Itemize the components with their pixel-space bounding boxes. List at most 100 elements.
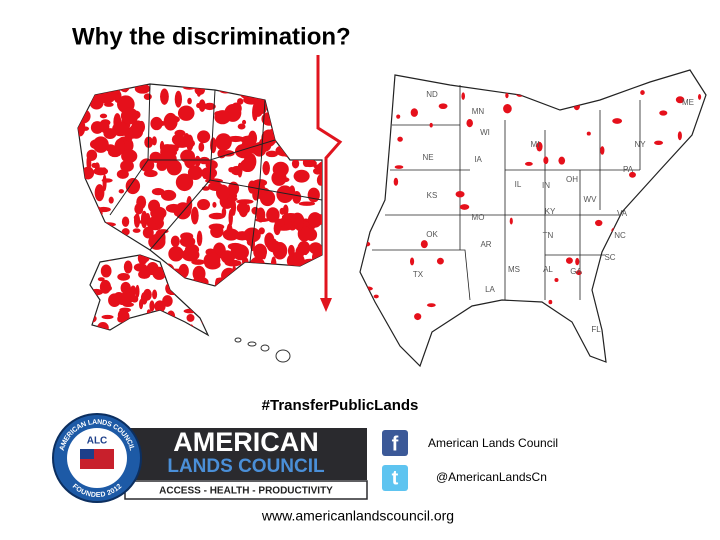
land-patch: [481, 333, 488, 338]
land-patch: [212, 201, 217, 208]
land-patch: [234, 231, 251, 241]
land-patch: [181, 248, 200, 262]
facebook-label[interactable]: American Lands Council: [428, 436, 558, 450]
land-patch: [208, 212, 226, 220]
logo-banner: [125, 428, 367, 480]
land-patch: [165, 282, 177, 295]
land-patch: [274, 218, 285, 228]
land-patch: [138, 299, 144, 310]
land-patch: [640, 90, 645, 96]
land-patch: [206, 319, 208, 330]
land-patch: [265, 150, 279, 158]
land-patch: [166, 310, 176, 323]
state-label: TX: [413, 270, 424, 279]
land-patch: [101, 178, 113, 183]
land-patch: [78, 201, 86, 210]
land-patch: [248, 267, 265, 274]
land-patch: [154, 300, 166, 313]
website[interactable]: www.americanlandscouncil.org: [261, 508, 454, 524]
land-patch: [242, 86, 257, 97]
land-patch: [196, 291, 208, 305]
land-patch: [369, 90, 378, 97]
land-patch: [298, 266, 308, 276]
land-patch: [138, 269, 151, 279]
land-patch: [203, 252, 221, 270]
land-patch: [196, 103, 202, 109]
land-patch: [103, 128, 117, 139]
land-patch: [677, 131, 682, 141]
state-label: NY: [634, 140, 646, 149]
land-patch: [149, 151, 162, 163]
land-patch: [106, 144, 111, 152]
land-patch: [110, 229, 119, 241]
land-patch: [174, 320, 182, 329]
land-patch: [505, 92, 509, 99]
land-patch: [271, 122, 285, 138]
land-patch: [455, 190, 465, 198]
land-patch: [307, 84, 322, 92]
state-label: OH: [566, 175, 578, 184]
land-patch: [108, 231, 121, 249]
land-patch: [143, 169, 158, 178]
land-patch: [99, 113, 108, 119]
land-patch: [151, 188, 165, 196]
state-label: MN: [472, 107, 485, 116]
land-patch: [262, 161, 270, 176]
land-patch: [699, 212, 705, 216]
land-patch: [283, 107, 299, 121]
land-patch: [383, 365, 392, 366]
land-patch: [78, 225, 96, 243]
land-patch: [177, 105, 195, 121]
title: Why the discrimination?: [72, 23, 351, 50]
land-patch: [100, 264, 112, 278]
land-patch: [198, 142, 205, 152]
state-label: OK: [426, 230, 438, 239]
land-patch: [140, 317, 153, 327]
land-patch: [78, 105, 81, 110]
land-patch: [205, 315, 208, 326]
twitter-label[interactable]: @AmericanLandsCn: [436, 470, 547, 484]
land-patch: [235, 270, 247, 278]
land-patch: [160, 88, 169, 105]
facebook-icon[interactable]: [382, 430, 408, 456]
land-patch: [78, 245, 87, 261]
land-patch: [313, 167, 322, 175]
land-patch: [253, 265, 259, 272]
land-patch: [108, 293, 121, 308]
land-patch: [595, 219, 603, 227]
land-patch: [117, 273, 130, 281]
state-label: TN: [543, 231, 554, 240]
land-patch: [132, 228, 141, 233]
divider-arrow: [320, 298, 332, 312]
land-patch: [267, 96, 285, 108]
land-patch: [94, 255, 108, 258]
land-patch: [294, 216, 304, 231]
land-patch: [146, 309, 151, 316]
land-patch: [78, 250, 93, 261]
land-patch: [165, 203, 182, 213]
land-patch: [152, 266, 167, 280]
state-label: VA: [617, 209, 628, 218]
land-patch: [191, 259, 205, 265]
land-patch: [298, 84, 316, 90]
land-patch: [266, 207, 280, 223]
land-patch: [262, 275, 274, 282]
land-patch: [245, 266, 251, 283]
land-patch: [307, 138, 322, 144]
land-patch: [575, 257, 580, 266]
state-label: PA: [623, 165, 634, 174]
land-patch: [566, 257, 573, 264]
state-label: NC: [614, 231, 626, 240]
land-patch: [121, 216, 130, 227]
land-patch: [152, 289, 158, 300]
land-patch: [272, 238, 277, 245]
state-borders: [109, 83, 323, 263]
land-patch: [286, 131, 301, 142]
land-patch: [618, 83, 622, 89]
land-patch: [203, 102, 216, 111]
land-patch: [221, 267, 237, 285]
land-patch: [73, 184, 78, 195]
twitter-icon[interactable]: [382, 465, 408, 491]
hawaii: [234, 337, 291, 363]
land-patch: [301, 258, 319, 267]
